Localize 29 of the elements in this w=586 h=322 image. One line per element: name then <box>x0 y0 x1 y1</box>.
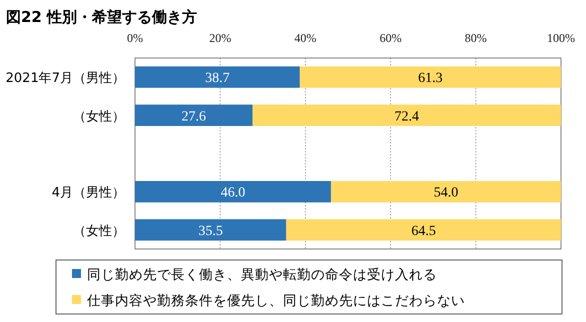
data-label: 64.5 <box>411 224 436 239</box>
bar <box>135 104 253 126</box>
x-tick-label: 20% <box>209 31 232 45</box>
x-tick-label: 100% <box>547 31 575 45</box>
bar <box>286 219 561 241</box>
data-label: 54.0 <box>434 186 458 201</box>
y-tick-label: 2021年7月（男性） <box>6 71 125 86</box>
legend-label: 同じ勤め先で長く働き、異動や転勤の命令は受け入れる <box>87 267 437 283</box>
data-label: 72.4 <box>394 109 420 124</box>
bar <box>135 219 286 241</box>
bar <box>252 104 561 126</box>
x-tick-label: 60% <box>380 31 402 45</box>
y-tick-label: 4月（男性） <box>52 186 125 201</box>
x-tick-label: 0% <box>127 31 143 45</box>
bar <box>330 181 561 202</box>
y-tick-label: （女性） <box>73 224 125 239</box>
data-label: 35.5 <box>198 224 223 239</box>
x-tick-label: 40% <box>294 31 316 45</box>
bar <box>300 66 561 88</box>
bar <box>135 181 331 202</box>
data-label: 61.3 <box>418 71 443 86</box>
bar <box>135 66 300 88</box>
y-tick-label: （女性） <box>73 109 125 124</box>
legend-label: 仕事内容や勤務条件を優先し、同じ勤め先にはこだわらない <box>86 293 465 309</box>
data-label: 46.0 <box>220 186 246 201</box>
x-tick-label: 80% <box>464 31 487 45</box>
data-label: 27.6 <box>182 109 206 124</box>
data-label: 38.7 <box>205 71 230 86</box>
chart-title: 図22 性別・希望する働き方 <box>6 8 198 26</box>
